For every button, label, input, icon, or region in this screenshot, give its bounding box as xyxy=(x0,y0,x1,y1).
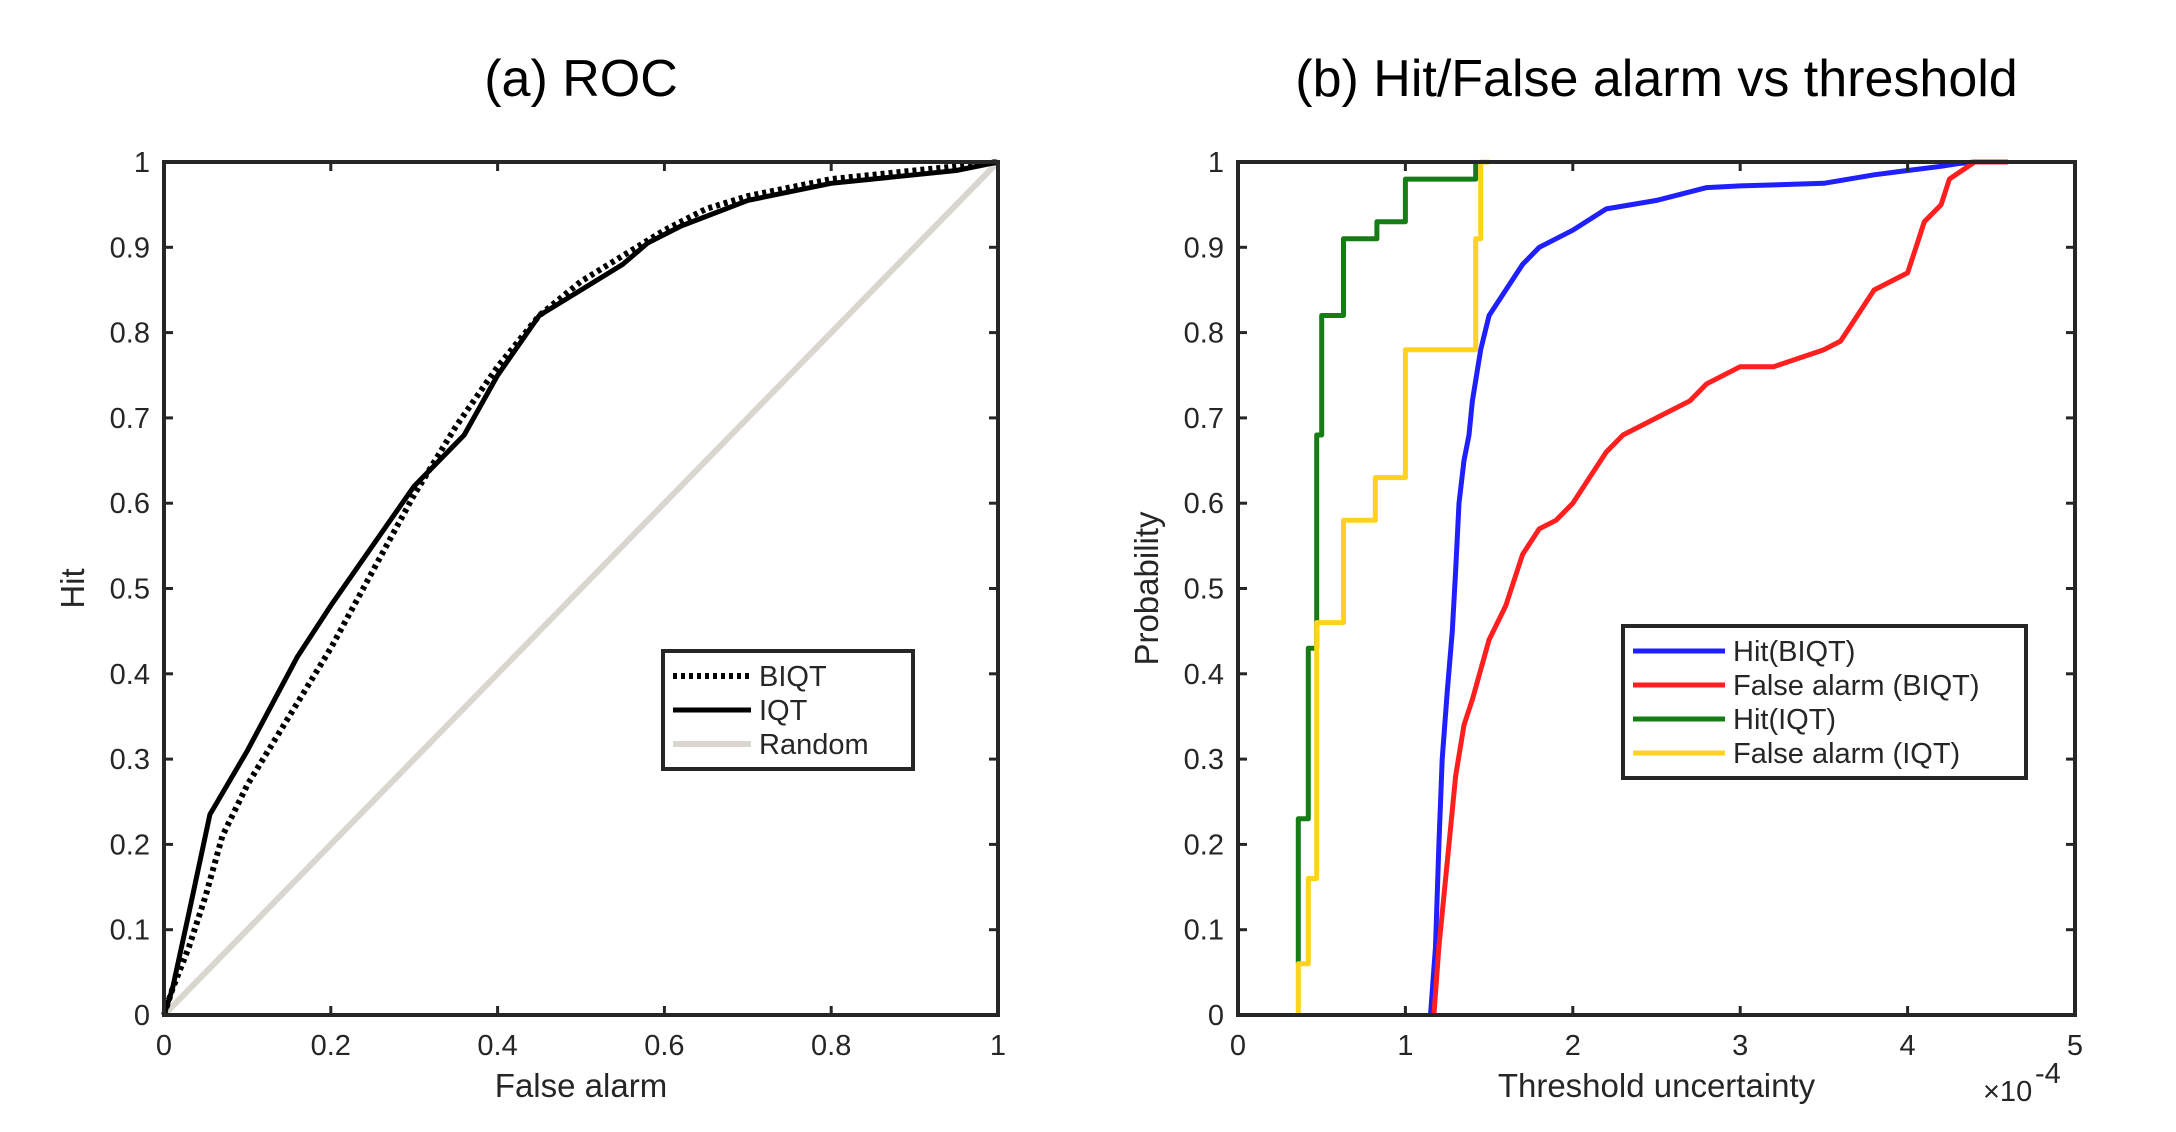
legend-entry: False alarm (IQT) xyxy=(1733,738,1960,770)
y-tick-label: 0.8 xyxy=(1184,318,1224,350)
x-exponent-power: -4 xyxy=(2035,1058,2061,1090)
y-tick-label: 1 xyxy=(134,147,150,179)
threshold-panel: (b) Hit/False alarm vs threshold 0 1 2 3 4 5 0 0… xyxy=(1128,50,2083,1108)
y-tick-label: 1 xyxy=(1208,147,1224,179)
y-tick-label: 0.5 xyxy=(1184,574,1224,606)
series-group xyxy=(1295,159,2008,1016)
series-line-hit-biqt- xyxy=(1428,159,1975,1016)
y-tick-label: 0.5 xyxy=(110,574,150,606)
series-group xyxy=(161,159,1001,1018)
y-tick-label: 0.3 xyxy=(1184,744,1224,776)
y-axis-label: Hit xyxy=(54,568,91,608)
legend: Hit(BIQT)False alarm (BIQT)Hit(IQT)False… xyxy=(1621,624,2028,780)
series-line-false-alarm-iqt- xyxy=(1295,159,1490,1015)
series-line-false-alarm-biqt- xyxy=(1431,159,2008,1016)
y-tick-label: 0.9 xyxy=(1184,232,1224,264)
legend-entry: Random xyxy=(759,729,869,761)
x-exponent-label: ×10 xyxy=(1983,1076,2032,1108)
y-tick-label: 0.4 xyxy=(1184,659,1224,691)
x-axis-label: Threshold uncertainty xyxy=(1498,1067,1816,1104)
x-tick-label: 2 xyxy=(1565,1030,1581,1062)
x-tick-label: 4 xyxy=(1900,1030,1916,1062)
series-line-biqt xyxy=(161,159,999,1016)
x-tick-label: 1 xyxy=(1397,1030,1413,1062)
legend-entry: Hit(IQT) xyxy=(1733,704,1836,736)
y-tick-label: 0.6 xyxy=(1184,488,1224,520)
x-tick-label: 0.4 xyxy=(477,1030,517,1062)
series-line-hit-iqt- xyxy=(1295,162,1479,964)
chart-title: (a) ROC xyxy=(484,50,678,108)
x-tick-label: 3 xyxy=(1732,1030,1748,1062)
x-tick-label: 1 xyxy=(990,1030,1006,1062)
x-axis-label: False alarm xyxy=(495,1067,667,1104)
x-tick-label: 0 xyxy=(156,1030,172,1062)
legend-entry: BIQT xyxy=(759,661,827,693)
series-line-random xyxy=(161,159,1001,1018)
y-tick-label: 0.7 xyxy=(1184,403,1224,435)
y-tick-label: 0.2 xyxy=(110,829,150,861)
y-axis-label: Probability xyxy=(1128,511,1165,666)
y-tick-label: 0 xyxy=(1208,1000,1224,1032)
chart-title: (b) Hit/False alarm vs threshold xyxy=(1295,50,2017,108)
y-tick-label: 0.3 xyxy=(110,744,150,776)
plot-frame xyxy=(1236,160,2077,1017)
y-tick-label: 0.6 xyxy=(110,488,150,520)
y-tick-label: 0.8 xyxy=(110,318,150,350)
series-line-iqt xyxy=(161,159,999,1016)
y-tick-label: 0.2 xyxy=(1184,829,1224,861)
y-tick-label: 0.4 xyxy=(110,659,150,691)
roc-panel: (a) ROC 0 0.2 0.4 0.6 0.8 1 0 0.1 0.2 0.3 0.4 0.5 0.6… xyxy=(54,50,1006,1104)
x-tick-label: 5 xyxy=(2067,1030,2083,1062)
legend-entry: Hit(BIQT) xyxy=(1733,636,1855,668)
y-tick-label: 0.1 xyxy=(1184,915,1224,947)
x-tick-label: 0 xyxy=(1230,1030,1246,1062)
y-tick-label: 0.1 xyxy=(110,915,150,947)
legend-entry: False alarm (BIQT) xyxy=(1733,670,1980,702)
x-tick-label: 0.8 xyxy=(811,1030,851,1062)
legend-entry: IQT xyxy=(759,695,808,727)
x-tick-label: 0.6 xyxy=(644,1030,684,1062)
y-tick-label: 0.9 xyxy=(110,232,150,264)
x-tick-label: 0.2 xyxy=(311,1030,351,1062)
y-tick-label: 0 xyxy=(134,1000,150,1032)
y-tick-label: 0.7 xyxy=(110,403,150,435)
